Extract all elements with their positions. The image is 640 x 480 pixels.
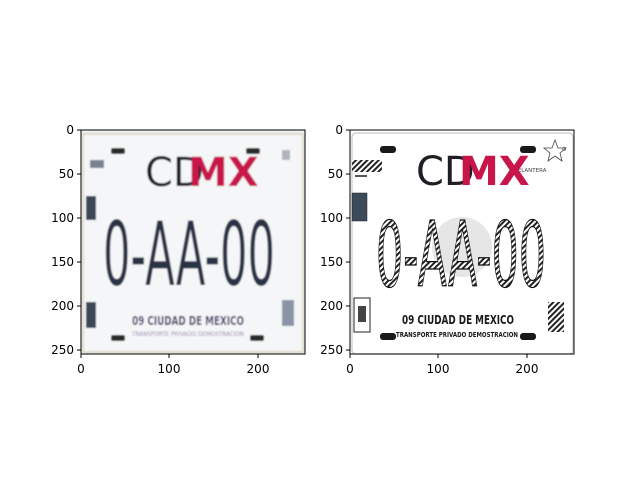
right-plate-number: 0-AA-00 [376,203,546,308]
right-ytick-label: 50 [328,167,343,181]
right-ytick-label: 200 [320,299,343,313]
star-emblem-icon: o [542,138,568,162]
left-xtick-label: 100 [158,362,181,376]
right-xtick-label: 0 [346,362,354,376]
left-ytick-label: 50 [59,167,74,181]
right-y-axis: 0 50 100 150 200 250 [320,123,350,357]
left-y-axis: 0 50 100 150 200 250 [51,123,81,357]
left-axes-frame [80,129,306,355]
left-ytick-label: 0 [66,123,74,137]
right-ytick-label: 100 [320,211,343,225]
left-xtick-label: 200 [247,362,270,376]
left-brand-cd: CD [145,150,204,196]
left-plate-image: CD MX 0-AA-00 09 CIUDAD DE MEXICO TRANSP… [81,130,305,354]
shield-emblem-icon [351,192,368,222]
right-plate-image: o DELANTERA CD MX 0-AA-00 09 CIUDAD DE M… [350,130,574,355]
left-ytick-label: 250 [51,343,74,357]
right-city-line: 09 CIUDAD DE MEXICO [402,313,514,327]
right-axes-frame [349,129,575,355]
left-bottom-line: TRANSPORTE PRIVADO DEMOSTRACION [131,331,244,338]
right-xtick-label: 200 [516,362,539,376]
left-ytick-label: 150 [51,255,74,269]
left-brand-mx: MX [188,150,259,196]
barcode-icon [352,160,382,177]
left-ytick-label: 200 [51,299,74,313]
left-x-axis: 0 100 200 [77,354,269,376]
right-x-axis: 0 100 200 [346,354,538,376]
left-plate-number: 0-AA-00 [103,203,275,306]
right-panel: o DELANTERA CD MX 0-AA-00 09 CIUDAD DE M… [320,123,575,376]
right-xtick-label: 100 [427,362,450,376]
watermark-icon [432,217,492,277]
position-label: DELANTERA [514,168,547,174]
right-brand-cd: CD [416,149,475,195]
right-bottom-line: TRANSPORTE PRIVADO DEMOSTRACION [396,331,518,339]
right-ytick-label: 250 [320,343,343,357]
right-brand-mx: MX [459,149,530,195]
left-xtick-label: 0 [77,362,85,376]
right-ytick-label: 0 [335,123,343,137]
right-ytick-label: 150 [320,255,343,269]
left-ytick-label: 100 [51,211,74,225]
left-city-line: 09 CIUDAD DE MEXICO [132,314,244,328]
left-panel: CD MX 0-AA-00 09 CIUDAD DE MEXICO TRANSP… [51,123,306,376]
qr-code-icon [548,302,564,332]
svg-text:o: o [562,145,566,153]
